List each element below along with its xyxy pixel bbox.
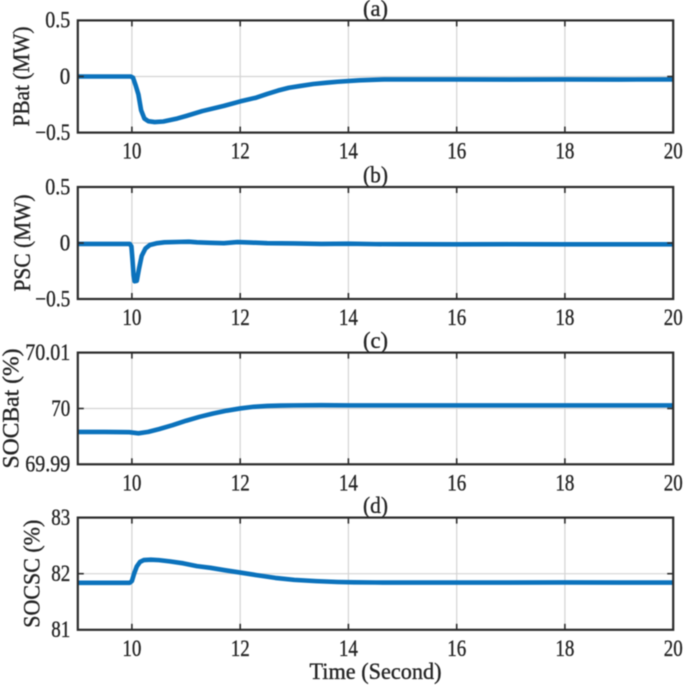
svg-text:70.01: 70.01: [25, 340, 70, 365]
svg-text:0: 0: [60, 64, 71, 89]
svg-text:20: 20: [664, 139, 683, 164]
svg-text:18: 18: [555, 305, 574, 330]
svg-text:20: 20: [664, 305, 683, 330]
svg-text:0.5: 0.5: [45, 174, 70, 199]
svg-text:16: 16: [447, 139, 466, 164]
svg-text:−0.5: −0.5: [35, 286, 70, 311]
svg-text:0.5: 0.5: [45, 8, 70, 33]
svg-text:20: 20: [664, 636, 683, 661]
svg-text:(b): (b): [363, 163, 388, 188]
svg-text:12: 12: [231, 139, 250, 164]
svg-text:83: 83: [51, 505, 70, 530]
svg-text:18: 18: [555, 470, 574, 495]
svg-text:16: 16: [447, 470, 466, 495]
svg-text:10: 10: [122, 636, 141, 661]
svg-text:0: 0: [60, 230, 71, 255]
svg-text:82: 82: [51, 561, 70, 586]
svg-text:SOCSC (%): SOCSC (%): [20, 520, 45, 628]
svg-text:14: 14: [339, 636, 358, 661]
svg-text:70: 70: [51, 396, 70, 421]
svg-text:18: 18: [555, 636, 574, 661]
svg-text:−0.5: −0.5: [35, 120, 70, 145]
svg-text:PBat (MW): PBat (MW): [9, 27, 34, 127]
svg-text:Time (Second): Time (Second): [310, 659, 442, 684]
svg-text:16: 16: [447, 305, 466, 330]
svg-text:10: 10: [122, 470, 141, 495]
svg-text:69.99: 69.99: [25, 452, 70, 477]
svg-text:14: 14: [339, 139, 358, 164]
svg-text:PSC (MW): PSC (MW): [10, 195, 35, 292]
svg-text:20: 20: [664, 470, 683, 495]
svg-text:14: 14: [339, 470, 358, 495]
svg-text:16: 16: [447, 636, 466, 661]
svg-text:14: 14: [339, 305, 358, 330]
svg-text:12: 12: [231, 636, 250, 661]
svg-text:18: 18: [555, 139, 574, 164]
svg-text:12: 12: [231, 470, 250, 495]
svg-text:10: 10: [122, 305, 141, 330]
svg-text:10: 10: [122, 139, 141, 164]
svg-text:(d): (d): [363, 493, 388, 518]
svg-text:SOCBat (%): SOCBat (%): [0, 349, 24, 469]
svg-text:(c): (c): [363, 328, 388, 353]
svg-text:(a): (a): [363, 0, 388, 21]
svg-text:81: 81: [51, 617, 70, 642]
svg-text:12: 12: [231, 305, 250, 330]
